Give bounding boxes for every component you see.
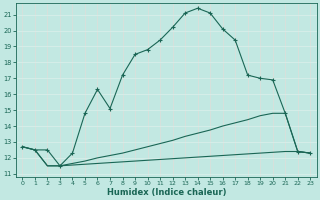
X-axis label: Humidex (Indice chaleur): Humidex (Indice chaleur) [107, 188, 226, 197]
